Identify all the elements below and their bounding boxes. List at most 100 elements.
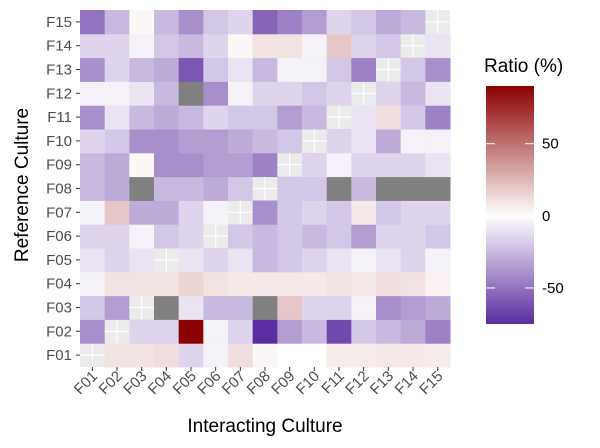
legend-title: Ratio (%)	[484, 56, 563, 77]
cell-F10-F02	[104, 129, 130, 154]
cell-F10-F15	[425, 129, 451, 154]
cell-F11-F08	[252, 105, 278, 130]
cell-F12-F11	[326, 81, 352, 106]
cell-F15-F10	[302, 10, 328, 35]
cell-F11-F12	[351, 105, 377, 130]
cell-F02-F07	[228, 319, 254, 344]
cell-F13-F10	[302, 57, 328, 82]
legend-tick-0: 50	[542, 136, 559, 153]
cell-F04-F08	[252, 271, 278, 297]
cell-F02-F15	[425, 319, 451, 344]
cell-F07-F08	[252, 200, 278, 225]
cell-F08-F04	[154, 176, 180, 201]
cell-F12-F03	[129, 81, 155, 106]
cell-F14-F04	[154, 33, 180, 59]
cell-F08-F10	[302, 176, 328, 201]
cell-F10-F05	[178, 129, 204, 154]
x-tick-F03: F03	[120, 368, 150, 398]
cell-F09-F07	[228, 152, 254, 178]
cell-F07-F04	[154, 200, 180, 225]
cell-F02-F06	[203, 319, 229, 344]
cell-F09-F02	[104, 152, 130, 178]
y-tick-F12: F12	[46, 85, 72, 102]
cell-self-F10	[302, 129, 327, 153]
cell-F15-F12	[351, 10, 377, 35]
legend-colorbar	[486, 86, 534, 324]
cell-F15-F07	[228, 10, 254, 35]
cell-F05-F07	[228, 248, 254, 273]
cell-self-F07	[228, 200, 253, 225]
cell-F06-F02	[104, 224, 130, 249]
cell-F06-F03	[129, 224, 155, 249]
x-tick-F13: F13	[367, 368, 397, 398]
cell-F10-F14	[400, 129, 426, 154]
cell-F09-F08	[252, 152, 278, 178]
cell-F03-F13	[376, 295, 402, 320]
cell-F12-F04	[154, 81, 180, 106]
y-tick-labels: F01 F02 F03 F04 F05 F06 F07 F08 F09 F10 F11 F12 F13 F…	[46, 14, 80, 364]
cell-F10-F03	[129, 129, 155, 154]
cell-F03-F04	[154, 295, 180, 320]
x-tick-F11: F11	[318, 368, 348, 398]
cell-F11-F07	[228, 105, 254, 130]
cell-F09-F12	[351, 152, 377, 178]
cell-F04-F13	[376, 271, 402, 297]
cell-F08-F14	[400, 176, 426, 201]
y-tick-F13: F13	[46, 62, 72, 79]
x-tick-labels: F01F02F03F04F05F06F07F08F09F10F11F12F13F…	[71, 367, 446, 398]
cell-self-F13	[376, 57, 401, 82]
cell-F07-F10	[302, 200, 328, 225]
cell-F14-F06	[203, 33, 229, 59]
cell-F09-F15	[425, 152, 451, 178]
cell-F01-F10	[302, 343, 328, 368]
cell-F01-F13	[376, 343, 402, 368]
y-tick-F05: F05	[46, 252, 72, 269]
cell-F13-F06	[203, 57, 229, 82]
cell-F02-F09	[277, 319, 303, 344]
cell-F11-F09	[277, 105, 303, 130]
cell-F15-F14	[400, 10, 426, 35]
cell-F04-F14	[400, 271, 426, 297]
cell-F15-F06	[203, 10, 229, 35]
cell-F04-F15	[425, 271, 451, 297]
cell-F12-F07	[228, 81, 254, 106]
cell-F14-F10	[302, 33, 328, 59]
cell-F14-F05	[178, 33, 204, 59]
cell-self-F14	[400, 33, 426, 58]
cell-F04-F05	[178, 271, 204, 297]
cell-F15-F05	[178, 10, 204, 35]
cell-F08-F02	[104, 176, 130, 201]
cell-F13-F05	[178, 57, 204, 82]
cell-F05-F08	[252, 248, 278, 273]
cell-F03-F05	[178, 295, 204, 320]
cell-self-F05	[154, 248, 179, 272]
cell-F03-F01	[80, 295, 106, 320]
cell-F02-F05	[178, 319, 204, 344]
cell-F11-F13	[376, 105, 402, 130]
cell-F10-F04	[154, 129, 180, 154]
cell-F10-F11	[326, 129, 352, 154]
legend-tick-1: 0	[542, 208, 550, 225]
cell-F08-F09	[277, 176, 303, 201]
y-tick-F08: F08	[46, 181, 72, 198]
y-tick-F04: F04	[46, 276, 72, 293]
cell-F12-F02	[104, 81, 130, 106]
cell-F06-F07	[228, 224, 254, 249]
cell-F13-F12	[351, 57, 377, 82]
cell-F07-F03	[129, 200, 155, 225]
x-tick-F05: F05	[170, 368, 200, 398]
cell-F11-F03	[129, 105, 155, 130]
x-axis-title: Interacting Culture	[187, 416, 342, 437]
cell-F09-F04	[154, 152, 180, 178]
cell-self-F09	[277, 152, 302, 177]
y-tick-F03: F03	[46, 300, 72, 317]
x-tick-F08: F08	[244, 368, 274, 398]
cell-F04-F02	[104, 271, 130, 297]
x-tick-F12: F12	[342, 368, 372, 398]
cell-F01-F05	[178, 343, 204, 368]
cell-F08-F07	[228, 176, 254, 201]
cell-F01-F06	[203, 343, 229, 368]
cell-F11-F02	[104, 105, 130, 130]
cell-F15-F01	[80, 10, 106, 35]
